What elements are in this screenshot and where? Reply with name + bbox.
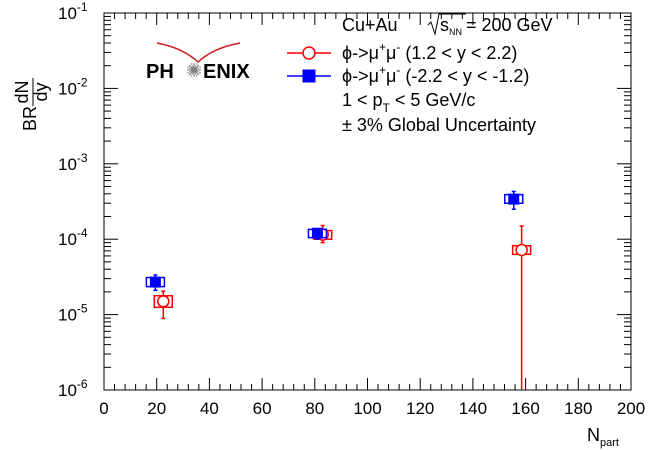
y-tick-label-exp: -3	[77, 151, 88, 165]
data-point	[149, 276, 161, 288]
y-tick-label: 10-5	[58, 302, 88, 325]
x-tick-label: 200	[617, 399, 645, 418]
x-tick-label: 60	[253, 399, 272, 418]
x-tick-label: 100	[353, 399, 381, 418]
y-tick-label-base: 10	[58, 4, 77, 23]
legend-pt-range: 1 < pT < 5 GeV/c	[342, 90, 475, 115]
y-axis-title-frac-num: dN	[12, 80, 32, 103]
legend-header-sqrt: sNN	[440, 15, 462, 37]
phenix-logo-star-icon	[186, 62, 202, 78]
legend-global-uncertainty: ± 3% Global Uncertainty	[342, 115, 536, 135]
y-tick-label-base: 10	[58, 230, 77, 249]
legend-header-sqrt-sub: NN	[449, 27, 462, 37]
y-tick-label-base: 10	[58, 155, 77, 174]
x-tick-label: 40	[200, 399, 219, 418]
legend-marker-blue	[287, 69, 331, 83]
phenix-logo: PH ENIX	[146, 42, 250, 83]
sqrt-sign	[427, 13, 466, 36]
x-axis-tick-labels: 0 20 40 60 80 100 120 140 160 180 200	[99, 399, 645, 418]
x-axis-title-sub: part	[600, 437, 619, 449]
series-layer	[145, 190, 532, 390]
x-tick-label: 20	[147, 399, 166, 418]
legend: Cu+Au sNN = 200 GeV ϕ->μ+μ- (1.2 < y < 2…	[287, 13, 553, 135]
data-point	[508, 193, 520, 205]
y-tick-label: 10-2	[58, 75, 88, 98]
x-tick-label: 140	[459, 399, 487, 418]
y-axis-title: BR dN dy	[12, 78, 51, 131]
legend-header-suffix: = 200 GeV	[466, 15, 553, 35]
x-tick-label: 160	[511, 399, 539, 418]
y-axis-title-frac-den: dy	[31, 82, 51, 101]
y-tick-label: 10-4	[58, 226, 88, 249]
legend-marker-red	[287, 46, 331, 60]
y-tick-label-exp: -1	[77, 0, 88, 14]
phenix-logo-text-right: ENIX	[203, 61, 250, 83]
y-tick-label: 10-6	[58, 377, 88, 400]
x-tick-label: 0	[99, 399, 108, 418]
y-tick-label-base: 10	[58, 306, 77, 325]
y-tick-label-base: 10	[58, 381, 77, 400]
x-axis-ticks	[103, 13, 632, 390]
y-tick-label-exp: -5	[77, 302, 88, 316]
y-axis-tick-labels: 10-610-510-410-310-210-1	[58, 0, 88, 400]
y-tick-label-base: 10	[58, 79, 77, 98]
legend-header-sqrt-s: s	[440, 15, 449, 35]
phenix-logo-text-left: PH	[146, 61, 174, 83]
data-point	[311, 227, 323, 239]
x-axis-title: Npart	[587, 425, 619, 449]
x-tick-label: 80	[305, 399, 324, 418]
legend-entry-red: ϕ->μ+μ- (1.2 < y < 2.2)	[342, 40, 517, 63]
data-point	[157, 295, 170, 308]
x-tick-label: 120	[406, 399, 434, 418]
legend-header: Cu+Au	[342, 15, 398, 35]
data-point	[515, 243, 528, 257]
x-axis-title-main: N	[587, 425, 600, 445]
series-red	[153, 224, 532, 390]
y-tick-label: 10-1	[58, 0, 88, 23]
y-axis-title-prefix: BR	[20, 106, 40, 131]
y-tick-label-exp: -2	[77, 75, 88, 89]
y-tick-label-exp: -6	[77, 377, 88, 391]
legend-header-prefix: Cu+Au	[342, 15, 398, 35]
y-tick-label-exp: -4	[77, 226, 88, 240]
series-blue	[145, 190, 524, 292]
y-axis-ticks	[104, 15, 631, 391]
legend-entry-blue: ϕ->μ+μ- (-2.2 < y < -1.2)	[342, 63, 529, 86]
phenix-logo-swoosh	[156, 42, 241, 64]
y-tick-label: 10-3	[58, 151, 88, 174]
x-tick-label: 180	[564, 399, 592, 418]
